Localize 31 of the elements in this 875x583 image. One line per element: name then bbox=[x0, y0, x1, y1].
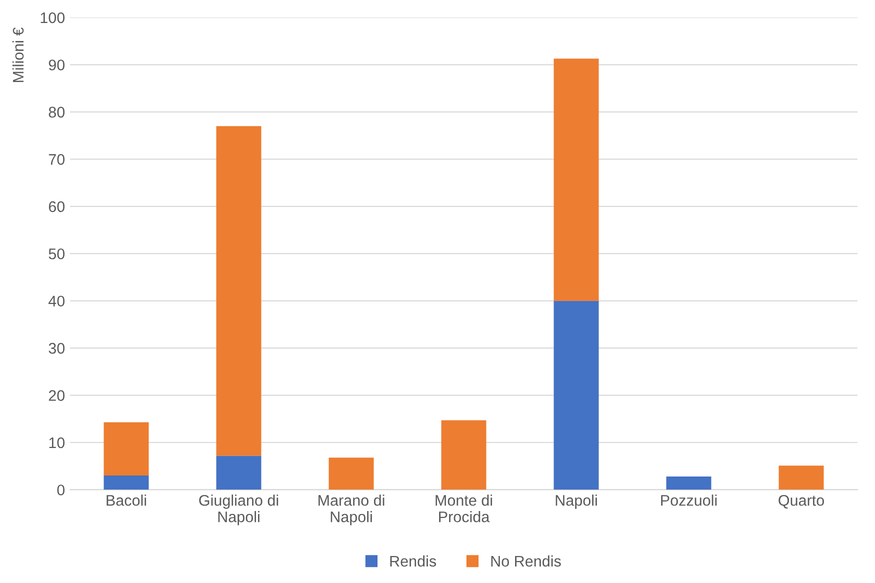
x-tick-label: Marano di Napoli bbox=[318, 494, 384, 526]
y-tick-label: 90 bbox=[48, 60, 65, 70]
bar bbox=[778, 466, 824, 490]
bar bbox=[216, 126, 262, 456]
y-tick-label: 30 bbox=[48, 342, 65, 354]
legend-label: Rendis bbox=[390, 555, 436, 567]
bar bbox=[216, 456, 262, 490]
y-tick-label: 80 bbox=[48, 106, 65, 118]
y-tick-label: 70 bbox=[48, 154, 65, 165]
y-tick-label: 40 bbox=[48, 296, 65, 307]
x-tick-label: Quarto bbox=[778, 494, 824, 509]
bar bbox=[328, 458, 374, 490]
y-tick-label: 50 bbox=[48, 248, 65, 260]
y-tick-label: 0 bbox=[57, 484, 65, 496]
y-axis-title: Milioni € bbox=[12, 27, 24, 82]
legend-label: No Rendis bbox=[491, 555, 561, 567]
bar bbox=[104, 422, 149, 476]
x-tick-label: Pozzuoli bbox=[661, 494, 717, 506]
x-tick-label: Monte di Procida bbox=[436, 494, 492, 522]
bar bbox=[554, 58, 599, 301]
y-tick-label: 20 bbox=[48, 390, 65, 401]
bar bbox=[441, 420, 486, 490]
x-tick-label: Giugliano di Napoli bbox=[199, 494, 278, 526]
x-tick-label: Napoli bbox=[556, 494, 597, 509]
bar bbox=[666, 476, 712, 490]
y-tick-label: 10 bbox=[49, 437, 65, 448]
bar bbox=[104, 476, 149, 490]
y-tick-label: 100 bbox=[40, 12, 65, 24]
x-tick-label: Bacoli bbox=[106, 494, 146, 506]
bar bbox=[554, 300, 599, 490]
y-tick-label: 60 bbox=[48, 201, 65, 212]
